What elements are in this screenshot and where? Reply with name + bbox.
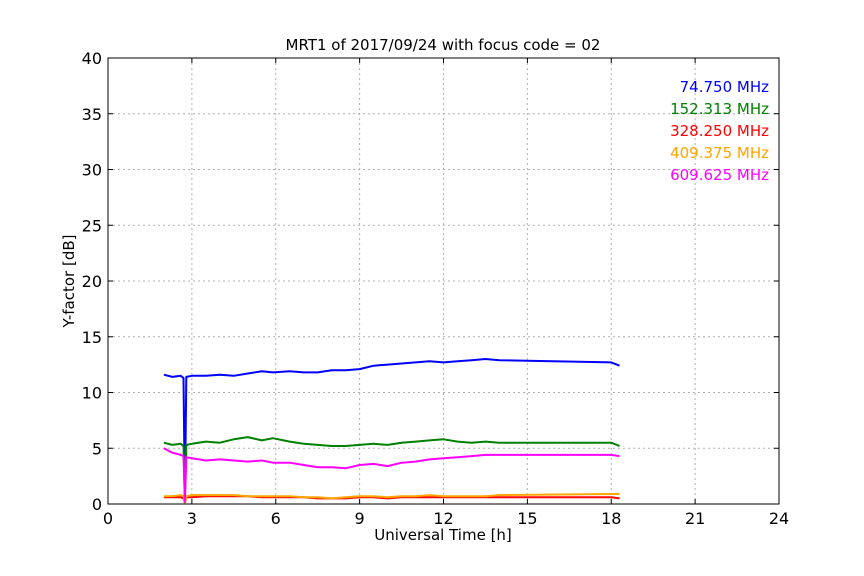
x-tick-label: 3 [187, 509, 197, 528]
x-tick-label: 9 [355, 509, 365, 528]
x-tick-label: 24 [769, 509, 789, 528]
y-tick-label: 25 [82, 216, 102, 235]
y-tick-label: 10 [82, 384, 102, 403]
x-axis-label: Universal Time [h] [374, 526, 512, 544]
chart-title: MRT1 of 2017/09/24 with focus code = 02 [286, 36, 601, 54]
legend-entry: 74.750 MHz [680, 78, 769, 96]
y-axis-label: Y-factor [dB] [60, 234, 78, 328]
y-tick-label: 0 [92, 495, 102, 514]
series-line [163, 436, 620, 502]
x-tick-label: 12 [433, 509, 453, 528]
legend: 74.750 MHz 152.313 MHz 328.250 MHz 409.375 … [670, 78, 769, 184]
series-line [163, 358, 620, 503]
legend-entry: 328.250 MHz [670, 122, 769, 140]
x-tick-label: 15 [517, 509, 537, 528]
series-line [163, 447, 620, 503]
y-tick-label: 20 [82, 272, 102, 291]
series-line [163, 493, 620, 504]
legend-entry: 152.313 MHz [670, 100, 769, 118]
legend-entry: 609.625 MHz [670, 166, 769, 184]
x-tick-label: 21 [685, 509, 705, 528]
legend-entry: 409.375 MHz [670, 144, 769, 162]
ticks: 0 3 6 9 12 15 18 21 24 0 5 10 15 20 25 30 35 40 [82, 49, 790, 528]
x-tick-label: 18 [601, 509, 621, 528]
series-group [163, 358, 620, 504]
x-tick-label: 0 [103, 509, 113, 528]
y-tick-label: 5 [92, 439, 102, 458]
y-tick-label: 30 [82, 161, 102, 180]
y-tick-label: 40 [82, 49, 102, 68]
x-tick-label: 6 [271, 509, 281, 528]
y-tick-label: 15 [82, 328, 102, 347]
y-tick-label: 35 [82, 105, 102, 124]
